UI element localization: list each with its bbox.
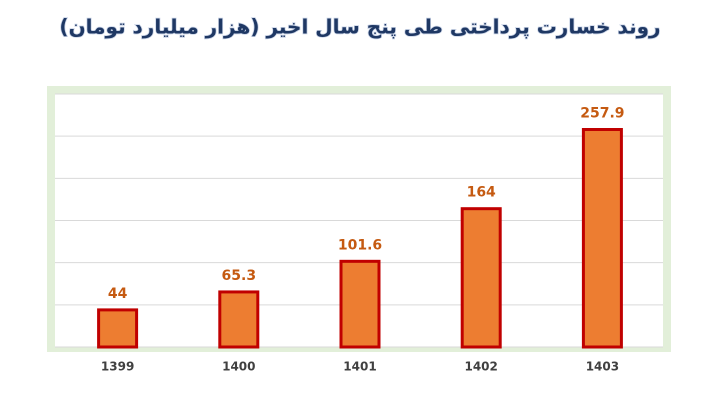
value-label: 257.9 [580, 106, 624, 122]
x-tick-label: 1400 [222, 360, 255, 374]
bar [218, 290, 260, 349]
x-tick-label: 1403 [586, 360, 619, 374]
x-tick-label: 1399 [101, 360, 134, 374]
x-tick-label: 1401 [343, 360, 376, 374]
bar [339, 259, 381, 349]
bar [460, 207, 502, 349]
bar [581, 128, 623, 349]
value-label: 164 [467, 185, 496, 201]
value-label: 101.6 [338, 237, 382, 253]
value-label: 65.3 [222, 268, 257, 284]
value-label: 44 [108, 286, 128, 302]
bar [97, 308, 139, 349]
chart-title: روند خسارت پرداختی طی پنج سال اخیر (هزار… [59, 15, 660, 40]
x-tick-label: 1402 [464, 360, 497, 374]
